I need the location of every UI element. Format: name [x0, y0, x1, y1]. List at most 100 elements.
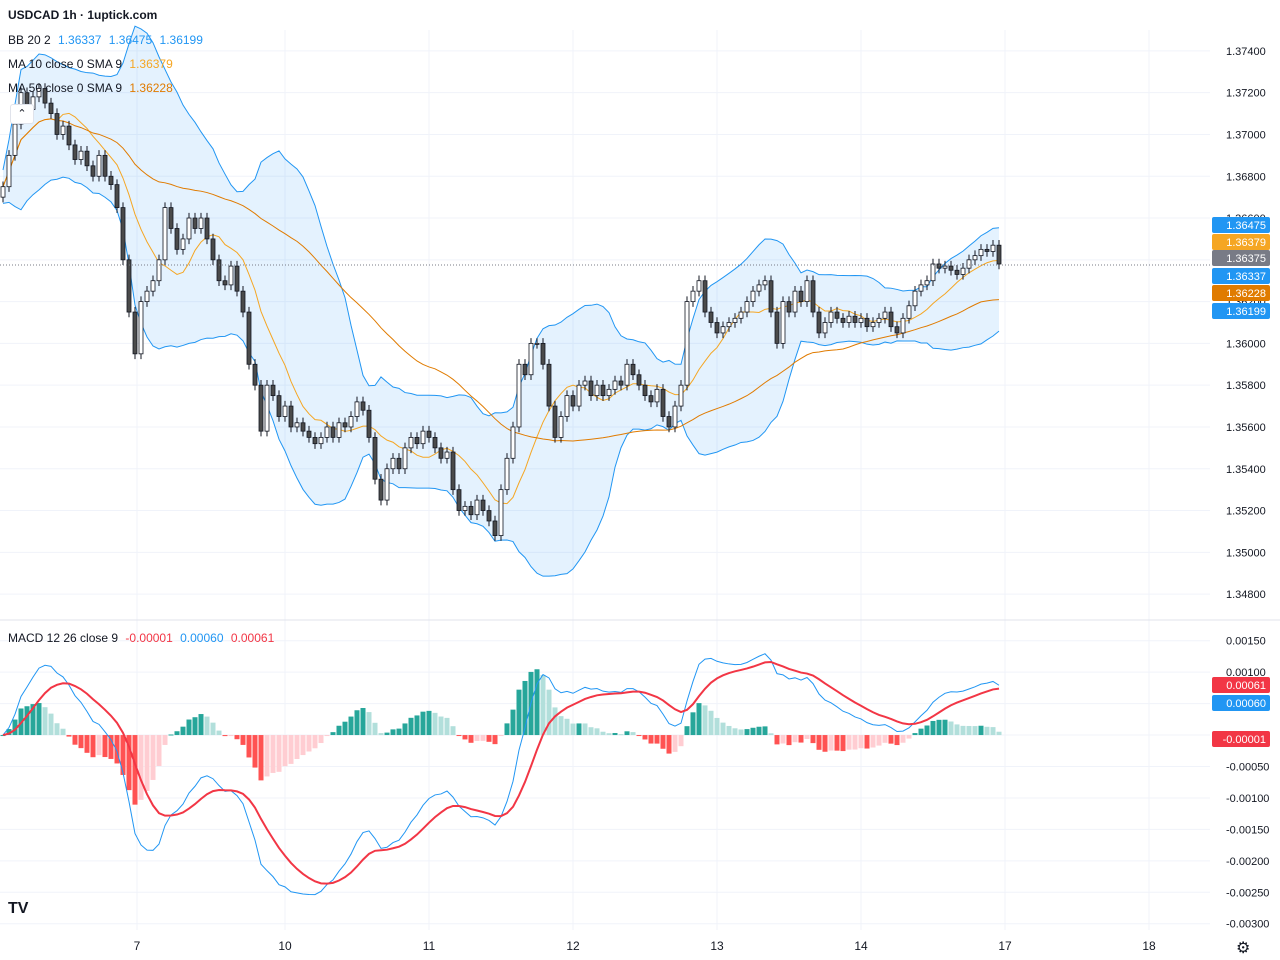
macd-histogram-bar — [384, 732, 390, 736]
candle-body — [570, 395, 576, 407]
macd-histogram-bar — [630, 732, 636, 736]
macd-histogram-bar — [762, 726, 768, 736]
macd-histogram-bar — [642, 735, 648, 740]
candle-body — [852, 315, 858, 323]
gear-icon[interactable]: ⚙ — [1236, 940, 1251, 957]
price-badge — [1212, 217, 1270, 233]
macd-histogram-bar — [6, 729, 12, 736]
candle-body — [480, 499, 486, 511]
time-tick-label: 7 — [134, 939, 141, 953]
candle-body — [192, 217, 198, 229]
candle-body — [912, 290, 918, 307]
price-badge — [1212, 303, 1270, 319]
candle-body — [150, 280, 156, 292]
macd-histogram-bar — [684, 726, 690, 736]
macd-histogram-bar — [162, 735, 168, 745]
candle-body — [498, 489, 504, 537]
macd-histogram-bar — [600, 731, 606, 736]
macd-histogram-bar — [312, 735, 318, 749]
macd-histogram-bar — [798, 735, 804, 743]
macd-histogram-bar — [480, 735, 486, 741]
macd-histogram-bar — [978, 725, 984, 736]
candle-body — [636, 374, 642, 386]
macd-histogram-bar — [258, 735, 264, 781]
candle-body — [48, 102, 54, 114]
macd-histogram-bar — [888, 735, 894, 744]
candle-body — [594, 384, 600, 397]
legend-macd: MACD 12 26 close 9 -0.00001 0.00060 0.00… — [8, 631, 274, 645]
macd-histogram-bar — [414, 715, 420, 736]
macd-histogram-bar — [468, 735, 474, 743]
price-tick-label: 1.35600 — [1226, 422, 1266, 434]
macd-histogram-bar — [720, 722, 726, 736]
macd-histogram-bar — [240, 735, 246, 745]
candle-body — [360, 401, 366, 411]
legend-collapse-button[interactable]: ⌃ — [10, 104, 34, 124]
macd-histogram-bar — [624, 731, 630, 736]
candle-body — [858, 317, 864, 323]
candle-body — [822, 322, 828, 334]
macd-tick-label: -0.00100 — [1226, 793, 1269, 805]
macd-histogram-bar — [426, 710, 432, 736]
candle-body — [186, 217, 192, 240]
macd-histogram-bar — [996, 731, 1002, 736]
macd-histogram-bar — [570, 723, 576, 736]
candle-body — [6, 154, 12, 188]
macd-histogram-bar — [36, 703, 42, 736]
candle-body — [504, 457, 510, 491]
candle-body — [642, 384, 648, 397]
macd-histogram-bar — [750, 727, 756, 736]
candle-body — [210, 238, 216, 261]
macd-histogram-bar — [72, 735, 78, 745]
candle-body — [924, 280, 930, 286]
candle-body — [930, 263, 936, 282]
macd-histogram-bar — [216, 730, 222, 736]
candle-body — [840, 317, 846, 323]
macd-histogram-bar — [0, 735, 6, 737]
macd-histogram-bar — [354, 710, 360, 736]
candle-body — [762, 280, 768, 286]
price-badge — [1212, 250, 1270, 266]
macd-histogram-bar — [378, 733, 384, 736]
legend-macd-label: MACD 12 26 close 9 — [8, 631, 119, 645]
macd-histogram-bar — [276, 735, 282, 772]
tradingview-logo-icon[interactable]: TV — [8, 900, 29, 917]
macd-histogram-bar — [60, 728, 66, 736]
time-tick-label: 10 — [278, 939, 292, 953]
legend-macd-hist: -0.00001 — [125, 631, 173, 645]
macd-histogram-bar — [984, 726, 990, 736]
candle-body — [258, 384, 264, 432]
macd-tick-label: -0.00200 — [1226, 856, 1269, 868]
legend-ma50: MA 50 close 0 SMA 9 1.36228 — [8, 81, 173, 95]
macd-histogram-bar — [816, 735, 822, 750]
macd-histogram-bar — [540, 674, 546, 736]
candle-body — [894, 326, 900, 334]
candle-body — [324, 426, 330, 438]
macd-histogram-bar — [804, 735, 810, 739]
price-tick-label: 1.37400 — [1226, 46, 1266, 58]
macd-histogram-bar — [168, 734, 174, 736]
candle-body — [234, 265, 240, 292]
candle-body — [78, 150, 84, 160]
macd-badge — [1212, 677, 1270, 693]
candle-body — [438, 447, 444, 459]
macd-histogram-bar — [264, 735, 270, 777]
macd-histogram-bar — [828, 735, 834, 751]
candle-body — [534, 342, 540, 345]
macd-badge-text: 0.00060 — [1226, 698, 1266, 710]
price-tick-label: 1.36800 — [1226, 171, 1266, 183]
macd-histogram-bar — [792, 735, 798, 743]
time-tick-label: 18 — [1142, 939, 1156, 953]
candle-body — [492, 520, 498, 537]
macd-histogram-bar — [372, 722, 378, 736]
price-tick-label: 1.35000 — [1226, 547, 1266, 559]
macd-histogram-bar — [120, 735, 126, 775]
macd-histogram-bar — [918, 728, 924, 736]
candle-body — [558, 416, 564, 438]
price-badge-text: 1.36375 — [1226, 253, 1266, 265]
candle-body — [228, 265, 234, 286]
candle-body — [888, 311, 894, 328]
candle-body — [384, 468, 390, 501]
price-tick-label: 1.37200 — [1226, 88, 1266, 100]
